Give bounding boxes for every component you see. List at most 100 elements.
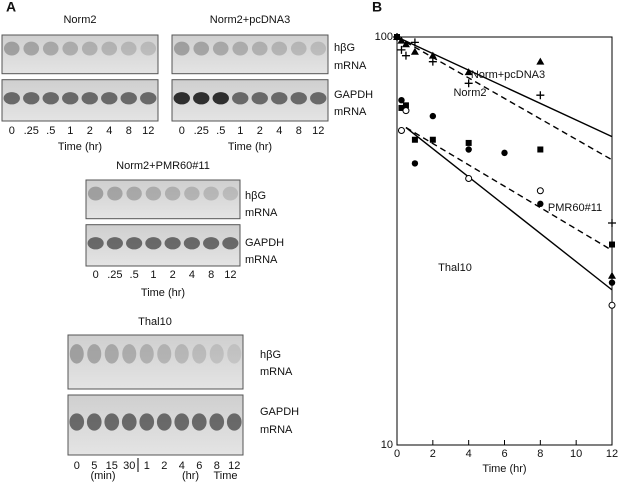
lane-label: .5 (130, 269, 139, 281)
band (121, 413, 137, 431)
band (62, 92, 79, 105)
lane-label: 4 (189, 269, 195, 281)
lane-label: 1 (144, 460, 150, 472)
blot (171, 34, 329, 75)
band (164, 186, 181, 201)
x-tick-label: 6 (501, 448, 507, 460)
lane-label: 4 (106, 125, 112, 137)
band (226, 413, 242, 431)
band (184, 186, 200, 201)
band (203, 237, 220, 250)
blot-title: Thal10 (138, 316, 172, 328)
band (101, 92, 118, 105)
point (429, 112, 437, 120)
lane-label: .25 (194, 125, 209, 137)
band (157, 344, 172, 364)
band (87, 344, 102, 364)
point (536, 91, 545, 100)
band (212, 92, 229, 105)
band (209, 344, 224, 364)
band (122, 344, 137, 364)
band (81, 92, 98, 105)
band (232, 41, 249, 56)
band (126, 237, 143, 250)
point (537, 200, 544, 208)
point (402, 107, 410, 115)
band (271, 41, 288, 56)
band (126, 186, 142, 201)
lane-label: 6 (196, 460, 202, 472)
band-label: GAPDH (245, 237, 284, 249)
band (140, 41, 157, 56)
band (222, 237, 239, 250)
band (104, 413, 120, 431)
lane-label: 8 (208, 269, 214, 281)
band (3, 92, 20, 105)
band (290, 41, 307, 56)
point (536, 187, 544, 195)
lane-label: 0 (9, 125, 15, 137)
x-tick-label: 2 (430, 448, 436, 460)
band (191, 413, 207, 431)
y-tick-label: 10 (381, 439, 393, 451)
point (608, 279, 616, 286)
point (501, 149, 508, 157)
point (398, 104, 405, 111)
point (397, 45, 406, 54)
band (120, 41, 137, 56)
lane-label: 30 (123, 460, 135, 472)
point (465, 174, 473, 182)
fit-line (396, 36, 613, 161)
band (173, 41, 190, 56)
band (193, 41, 210, 56)
point (401, 40, 410, 48)
band (145, 237, 162, 250)
fit-line (396, 36, 613, 138)
band (310, 92, 327, 105)
band-label: mRNA (245, 254, 278, 266)
point (609, 241, 615, 248)
band (139, 344, 154, 364)
blot-title: Norm2+PMR60#11 (116, 160, 210, 172)
lane-label: .5 (46, 125, 55, 137)
band (192, 344, 207, 364)
band (227, 344, 242, 364)
sub-label: Time (213, 470, 237, 482)
band (86, 413, 102, 431)
point (429, 136, 436, 143)
band-label: GAPDH (334, 89, 373, 101)
point (428, 51, 437, 59)
x-tick-label: 0 (394, 448, 400, 460)
point (402, 102, 409, 109)
band (173, 92, 190, 105)
band (164, 237, 181, 250)
point (410, 38, 419, 47)
lane-label: 12 (228, 460, 240, 472)
band (310, 41, 327, 56)
band (23, 92, 40, 105)
band-label: hβG (260, 349, 281, 361)
blot (1, 34, 159, 75)
annotation: Norm2 (453, 87, 486, 99)
lane-label: 2 (87, 125, 93, 137)
lane-label: 8 (296, 125, 302, 137)
lane-label: .5 (216, 125, 225, 137)
band (23, 41, 40, 56)
lane-label: 0 (93, 269, 99, 281)
point (411, 160, 419, 167)
panel-label: B (372, 0, 382, 15)
band-label: hβG (334, 42, 355, 54)
lane-label: 12 (142, 125, 154, 137)
band (139, 413, 155, 431)
point (397, 36, 406, 44)
sub-label: (min) (90, 470, 115, 482)
band (271, 92, 288, 105)
point (464, 68, 473, 76)
x-tick-label: 4 (466, 448, 472, 460)
band-label: mRNA (260, 366, 293, 378)
axis-label: Time (hr) (228, 141, 272, 153)
lane-label: 2 (257, 125, 263, 137)
lane-label: 1 (150, 269, 156, 281)
fit-line (405, 126, 613, 251)
annotation: Thal10 (438, 262, 472, 274)
